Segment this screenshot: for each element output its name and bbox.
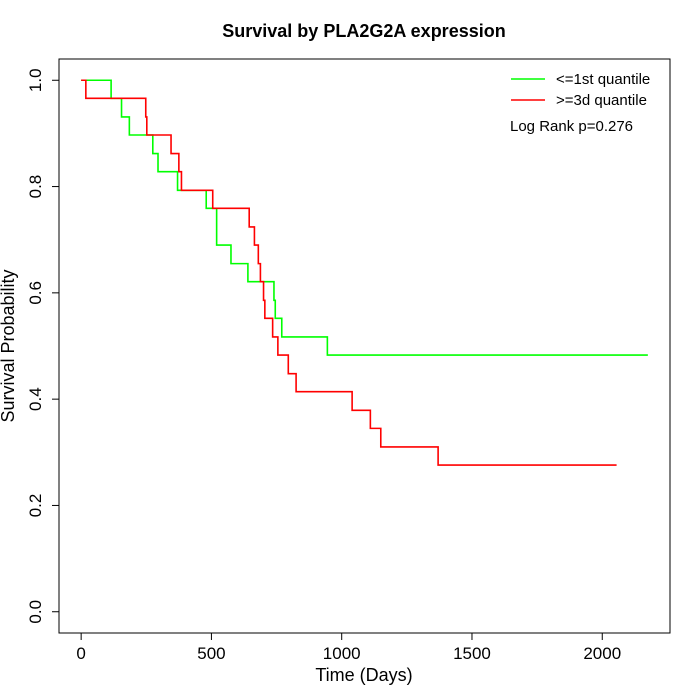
y-axis-label: Survival Probability — [0, 269, 18, 422]
series-line-low-quantile — [81, 79, 648, 356]
y-tick-label: 0.8 — [26, 175, 45, 199]
series-line-high-quantile — [81, 79, 617, 466]
log-rank-annotation: Log Rank p=0.276 — [510, 118, 633, 135]
chart-title: Survival by PLA2G2A expression — [222, 21, 505, 41]
legend-label-high: >=3d quantile — [556, 92, 647, 109]
y-tick-label: 0.0 — [26, 600, 45, 624]
x-tick-label: 500 — [197, 644, 225, 663]
legend: <=1st quantile >=3d quantile — [511, 71, 650, 109]
y-tick-label: 0.4 — [26, 387, 45, 411]
x-axis-label: Time (Days) — [315, 665, 412, 685]
x-axis: 0 500 1000 1500 2000 — [76, 632, 621, 663]
plot-frame — [58, 58, 671, 634]
y-tick-label: 1.0 — [26, 68, 45, 92]
legend-label-low: <=1st quantile — [556, 71, 650, 88]
y-tick-label: 0.2 — [26, 494, 45, 518]
y-axis: 0.0 0.2 0.4 0.6 0.8 1.0 — [26, 68, 60, 624]
x-tick-label: 1000 — [323, 644, 361, 663]
series-layer — [81, 79, 648, 466]
y-tick-label: 0.6 — [26, 281, 45, 305]
x-tick-label: 0 — [76, 644, 85, 663]
x-tick-label: 1500 — [453, 644, 491, 663]
x-tick-label: 2000 — [583, 644, 621, 663]
